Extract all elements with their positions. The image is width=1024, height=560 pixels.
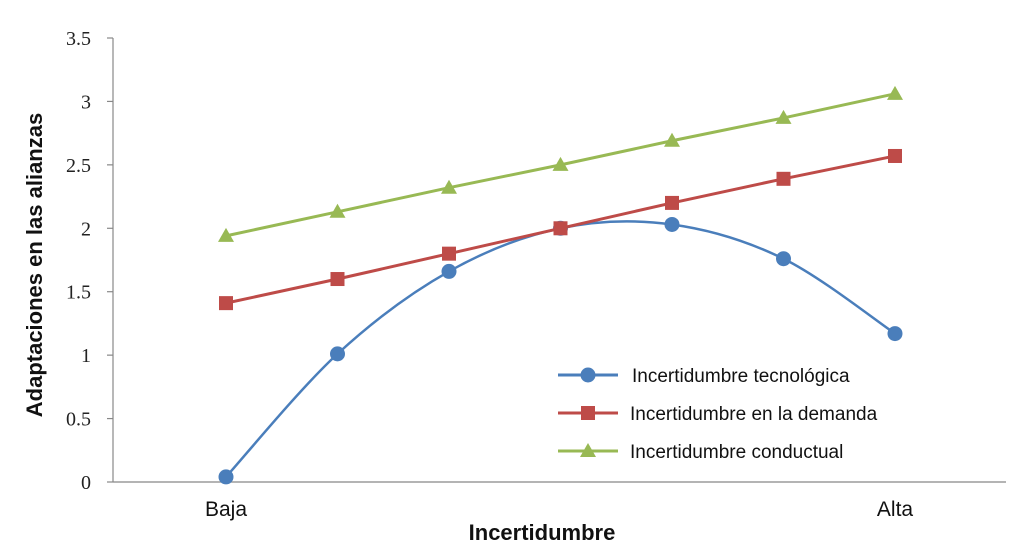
y-axis-title: Adaptaciones en las alianzas	[22, 113, 47, 417]
y-ticks: 0 0.5 1 1.5 2 2.5 3 3.5	[66, 28, 113, 494]
x-tick-label: Baja	[205, 498, 247, 521]
legend-label: Incertidumbre conductual	[630, 442, 843, 463]
triangle-marker	[441, 179, 457, 194]
series-3	[218, 85, 903, 242]
y-tick-label: 0	[81, 472, 91, 494]
square-marker	[442, 246, 456, 261]
y-tick-label: 3	[81, 91, 91, 113]
triangle-marker	[329, 203, 346, 218]
triangle-marker	[218, 227, 234, 242]
legend-item: Incertidumbre conductual	[558, 442, 843, 463]
y-tick-label: 2	[81, 218, 91, 240]
square-marker	[330, 272, 345, 287]
circle-marker	[441, 263, 457, 279]
square-marker	[553, 221, 568, 236]
series-line	[225, 220, 896, 478]
triangle-marker	[580, 443, 596, 457]
y-tick-label: 1.5	[66, 282, 91, 304]
y-axis: 0 0.5 1 1.5 2 2.5 3 3.5	[66, 28, 114, 494]
y-tick-label: 1	[81, 345, 91, 367]
legend-item: Incertidumbre tecnológica	[558, 366, 850, 387]
x-tick-label: Alta	[877, 498, 914, 521]
legend: Incertidumbre tecnológica Incertidumbre e…	[558, 366, 878, 463]
series-2	[219, 148, 902, 311]
circle-marker	[330, 346, 345, 362]
x-axis: Baja Alta	[113, 481, 1006, 521]
x-ticks: Baja Alta	[205, 498, 913, 521]
triangle-marker	[552, 156, 569, 171]
y-tick-label: 2.5	[66, 155, 91, 177]
square-marker	[776, 171, 791, 186]
triangle-marker	[664, 132, 680, 147]
y-tick-label: 0.5	[66, 409, 91, 431]
legend-item: Incertidumbre en la demanda	[558, 404, 878, 425]
circle-marker	[664, 216, 680, 232]
triangle-marker	[887, 85, 903, 100]
square-marker	[581, 406, 595, 420]
y-tick-label: 3.5	[66, 28, 91, 50]
square-marker	[219, 296, 233, 311]
circle-marker	[887, 326, 903, 342]
triangle-marker	[775, 109, 792, 124]
x-axis-title: Incertidumbre	[469, 520, 616, 545]
legend-label: Incertidumbre en la demanda	[630, 404, 878, 425]
circle-marker	[218, 469, 234, 485]
legend-label: Incertidumbre tecnológica	[632, 366, 850, 387]
series-layer	[218, 85, 903, 485]
square-marker	[665, 195, 679, 210]
circle-marker	[776, 251, 791, 267]
square-marker	[888, 148, 902, 163]
circle-marker	[580, 367, 596, 383]
